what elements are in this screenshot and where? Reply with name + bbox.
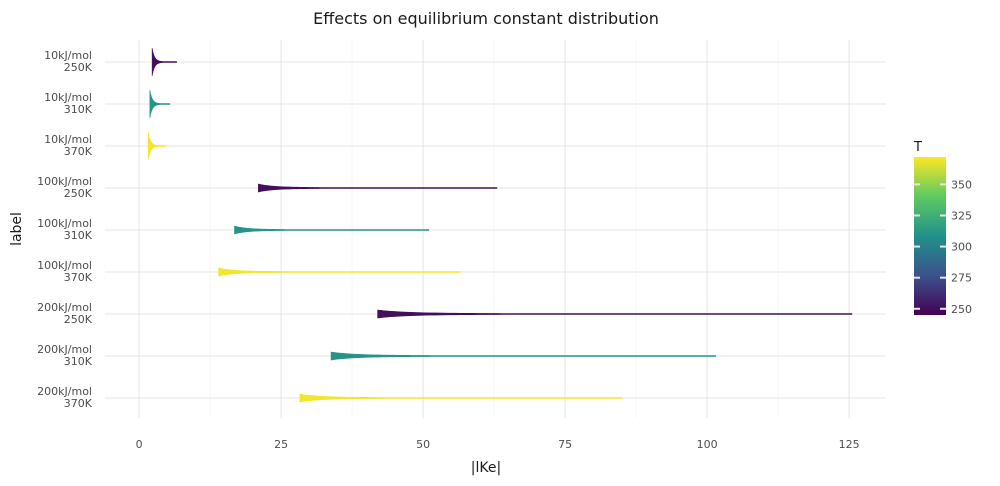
y-tick-label-line1: 200kJ/mol <box>37 385 92 398</box>
y-tick-label-line2: 310K <box>64 103 93 116</box>
y-tick-label-line1: 10kJ/mol <box>44 133 92 146</box>
violins <box>147 48 853 403</box>
y-tick-label-line1: 100kJ/mol <box>37 217 92 230</box>
colorbar-tick-label: 250 <box>951 303 972 316</box>
violin-200kJ-per-mol-370K <box>299 393 623 403</box>
grid <box>105 40 886 418</box>
y-tick-label-line2: 250K <box>64 187 93 200</box>
colorbar-legend: T 250 275 300 325 350 <box>913 140 972 316</box>
colorbar-tick-label: 325 <box>951 209 972 222</box>
y-tick-label-line2: 370K <box>64 145 93 158</box>
y-tick-label-line1: 100kJ/mol <box>37 259 92 272</box>
y-tick-label-line1: 200kJ/mol <box>37 343 92 356</box>
y-tick-label-line2: 370K <box>64 271 93 284</box>
y-tick-label-line2: 250K <box>64 313 93 326</box>
y-tick-label-line1: 10kJ/mol <box>44 91 92 104</box>
x-axis-title: |lKe| <box>471 460 501 476</box>
y-tick-label-line2: 310K <box>64 229 93 242</box>
legend-title: T <box>913 140 922 155</box>
violin-100kJ-per-mol-250K <box>258 183 498 193</box>
violin-100kJ-per-mol-370K <box>218 267 461 277</box>
violin-10kJ-per-mol-250K <box>151 48 177 76</box>
y-axis-title: label <box>9 212 25 246</box>
y-tick-label-line2: 370K <box>64 397 93 410</box>
chart-title: Effects on equilibrium constant distribu… <box>313 9 659 28</box>
violin-10kJ-per-mol-310K <box>149 90 171 118</box>
violin-200kJ-per-mol-310K <box>330 351 716 361</box>
violin-200kJ-per-mol-250K <box>377 309 853 319</box>
violin-10kJ-per-mol-370K <box>147 132 166 160</box>
colorbar-tick-label: 350 <box>951 178 972 191</box>
colorbar-tick-label: 300 <box>951 241 972 254</box>
y-tick-labels: 10kJ/mol250K10kJ/mol310K10kJ/mol370K100k… <box>37 49 93 410</box>
x-tick-label: 25 <box>274 438 288 451</box>
y-tick-label-line1: 10kJ/mol <box>44 49 92 62</box>
y-tick-label-line1: 100kJ/mol <box>37 175 92 188</box>
x-tick-label: 0 <box>136 438 143 451</box>
x-tick-label: 75 <box>558 438 572 451</box>
x-tick-labels: 0 25 50 75 100 125 <box>136 438 860 451</box>
x-tick-label: 50 <box>416 438 430 451</box>
y-tick-label-line2: 310K <box>64 355 93 368</box>
y-tick-label-line2: 250K <box>64 61 93 74</box>
violin-100kJ-per-mol-310K <box>234 225 430 235</box>
x-tick-label: 100 <box>697 438 718 451</box>
colorbar-tick-label: 275 <box>951 272 972 285</box>
x-tick-label: 125 <box>839 438 860 451</box>
y-tick-label-line1: 200kJ/mol <box>37 301 92 314</box>
colorbar <box>914 157 946 315</box>
